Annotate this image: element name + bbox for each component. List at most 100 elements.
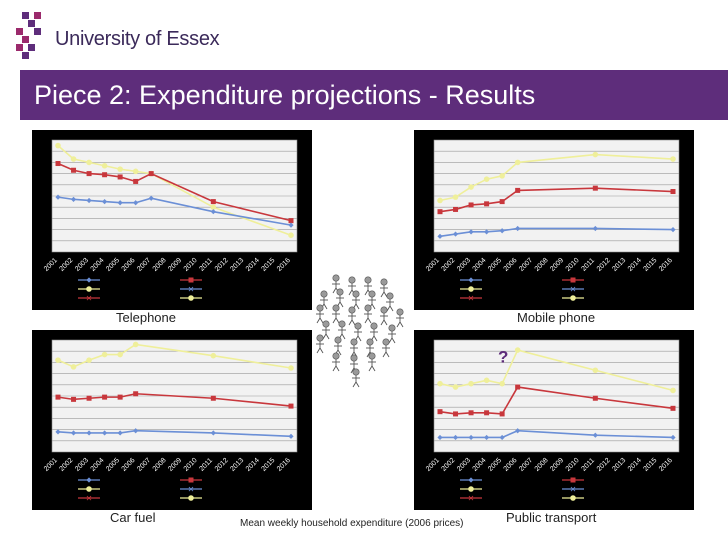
point-marker: [592, 367, 599, 374]
point-marker: [86, 357, 92, 363]
point-marker: [117, 174, 123, 180]
university-logo: [16, 12, 41, 59]
legend: ✕✕: [78, 477, 202, 503]
point-marker: [483, 377, 490, 384]
point-marker: [468, 477, 474, 483]
series-red: [55, 161, 294, 224]
point-marker: [437, 409, 443, 415]
point-marker: [102, 394, 108, 400]
chart-caption: Mean weekly household expenditure (2006 …: [240, 518, 464, 529]
point-marker: [288, 218, 294, 224]
person-icon: [334, 336, 342, 356]
point-marker: [468, 202, 474, 208]
person-icon: [364, 276, 372, 296]
person-icon: [338, 320, 346, 340]
legend-cross: ✕: [188, 485, 195, 494]
point-marker: [86, 286, 92, 292]
person-icon: [380, 306, 388, 326]
point-marker: [117, 166, 123, 172]
point-marker: [499, 380, 505, 387]
point-marker: [288, 222, 294, 228]
point-marker: [670, 189, 676, 195]
point-marker: [86, 277, 92, 283]
chart-car-fuel: 2001 2002 2003 2004 2005 2006 2007 2008 2009 2010…: [32, 330, 312, 510]
logo-square: [16, 44, 23, 51]
series-line: [439, 153, 674, 202]
point-marker: [133, 391, 139, 397]
point-marker: [514, 347, 521, 353]
point-marker: [468, 277, 474, 283]
person-icon: [316, 304, 324, 324]
title-bar: Piece 2: Expenditure projections - Resul…: [20, 70, 728, 120]
point-marker: [55, 142, 61, 149]
point-marker: [70, 156, 77, 162]
point-marker: [499, 411, 505, 417]
point-marker: [484, 410, 490, 416]
person-icon: [332, 274, 340, 294]
point-marker: [102, 199, 108, 205]
point-marker: [188, 477, 194, 483]
person-icon: [336, 288, 344, 308]
point-marker: [55, 357, 61, 363]
person-icon: [386, 292, 394, 312]
point-marker: [86, 171, 92, 177]
point-marker: [117, 200, 123, 206]
point-marker: [288, 433, 294, 439]
point-marker: [452, 384, 459, 390]
point-marker: [210, 199, 216, 205]
logo-square: [34, 28, 41, 35]
chart-label-mobile-phone: Mobile phone: [517, 310, 596, 325]
point-marker: [55, 161, 61, 167]
legend: ✕✕: [460, 277, 584, 303]
legend-cross: ✕: [188, 285, 195, 294]
legend-cross: ✕: [468, 294, 475, 303]
point-marker: [210, 352, 217, 359]
point-marker: [499, 228, 505, 234]
person-icon: [352, 368, 360, 388]
person-icon: [332, 352, 340, 372]
point-marker: [117, 351, 123, 358]
person-icon: [370, 322, 378, 342]
series-yellow: [55, 341, 294, 371]
point-marker: [452, 434, 459, 441]
point-marker: [468, 434, 474, 441]
person-icon: [332, 304, 340, 324]
point-marker: [499, 199, 505, 205]
point-marker: [86, 486, 92, 492]
point-marker: [55, 194, 61, 200]
point-marker: [468, 380, 474, 387]
point-marker: [515, 187, 521, 193]
point-marker: [102, 172, 108, 178]
legend-cross: ✕: [570, 285, 577, 294]
legend: ✕✕: [460, 477, 584, 503]
person-icon: [368, 352, 376, 372]
point-marker: [86, 197, 92, 204]
question-mark-annotation: ?: [498, 347, 508, 366]
point-marker: [210, 209, 216, 215]
point-marker: [570, 477, 576, 483]
person-icon: [388, 324, 396, 344]
point-marker: [670, 405, 676, 411]
logo-square: [22, 12, 29, 19]
chart-label-public-transport: Public transport: [506, 510, 597, 525]
point-marker: [453, 206, 459, 212]
logo-square: [22, 52, 29, 59]
person-icon: [382, 338, 390, 358]
series-blue: [55, 194, 294, 228]
logo-square: [28, 20, 35, 27]
legend-cross: ✕: [468, 494, 475, 503]
point-marker: [468, 184, 474, 190]
person-icon: [380, 278, 388, 298]
series-line: [439, 187, 674, 213]
logo-square: [16, 28, 23, 35]
point-marker: [148, 171, 154, 177]
point-marker: [101, 351, 108, 358]
person-icon: [354, 322, 362, 342]
legend-cross: ✕: [86, 494, 93, 503]
person-icon: [352, 290, 360, 310]
person-icon: [368, 290, 376, 310]
point-marker: [468, 410, 474, 416]
series-line: [439, 227, 674, 238]
point-marker: [437, 434, 443, 441]
logo-square: [22, 36, 29, 43]
